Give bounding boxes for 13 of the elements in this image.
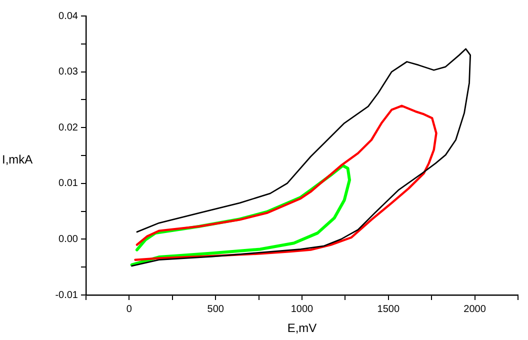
y-tick-label: 0.03 bbox=[58, 66, 78, 78]
x-axis-title: E,mV bbox=[287, 321, 317, 336]
x-tick-label: 500 bbox=[207, 304, 224, 315]
x-tick-label: 2000 bbox=[464, 304, 486, 315]
y-tick-label: 0.04 bbox=[58, 10, 78, 22]
x-tick-label: 0 bbox=[126, 304, 132, 315]
y-tick-label: -0.01 bbox=[55, 290, 78, 301]
x-tick-label: 1500 bbox=[377, 304, 400, 315]
x-tick-label: 1000 bbox=[290, 304, 314, 315]
y-axis-title: I,mkA bbox=[2, 152, 33, 166]
y-tick-label: 0.02 bbox=[58, 122, 78, 134]
y-tick-label: 0.00 bbox=[58, 234, 78, 245]
y-tick-label: 0.01 bbox=[58, 178, 78, 190]
